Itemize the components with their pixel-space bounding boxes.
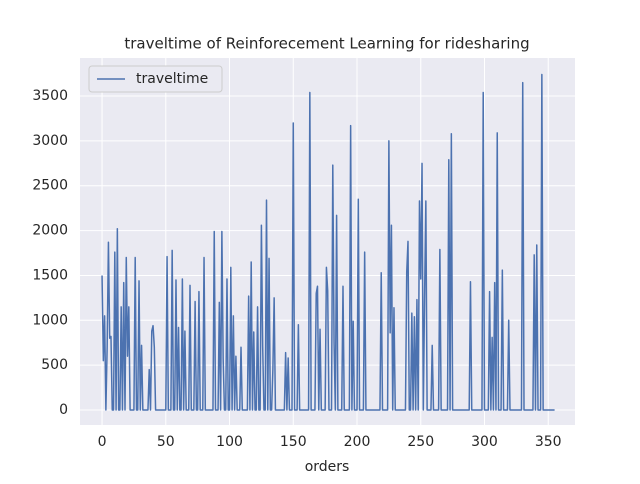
x-tick-label: 300 (471, 434, 498, 450)
x-tick-label: 50 (157, 434, 175, 450)
x-tick-label: 250 (407, 434, 434, 450)
y-tick-label: 1000 (32, 312, 68, 328)
x-tick-label: 0 (98, 434, 107, 450)
x-tick-label: 100 (216, 434, 243, 450)
x-tick-label: 150 (280, 434, 307, 450)
y-tick-label: 500 (41, 357, 68, 373)
line (101, 73, 555, 411)
y-tick-label: 2500 (32, 178, 68, 194)
chart-title: traveltime of Reinforecement Learning fo… (124, 35, 529, 53)
y-tick-label: 2000 (32, 223, 68, 239)
y-tick-label: 1500 (32, 267, 68, 283)
y-tick-label: 0 (59, 402, 68, 418)
x-tick-label: 350 (535, 434, 562, 450)
y-tick-label: 3000 (32, 133, 68, 149)
x-tick-label: 200 (344, 434, 371, 450)
y-tick-label: 3500 (32, 88, 68, 104)
legend-label: traveltime (136, 71, 208, 87)
x-axis-label: orders (305, 459, 350, 475)
marks (101, 73, 555, 411)
legend-box (88, 65, 223, 93)
